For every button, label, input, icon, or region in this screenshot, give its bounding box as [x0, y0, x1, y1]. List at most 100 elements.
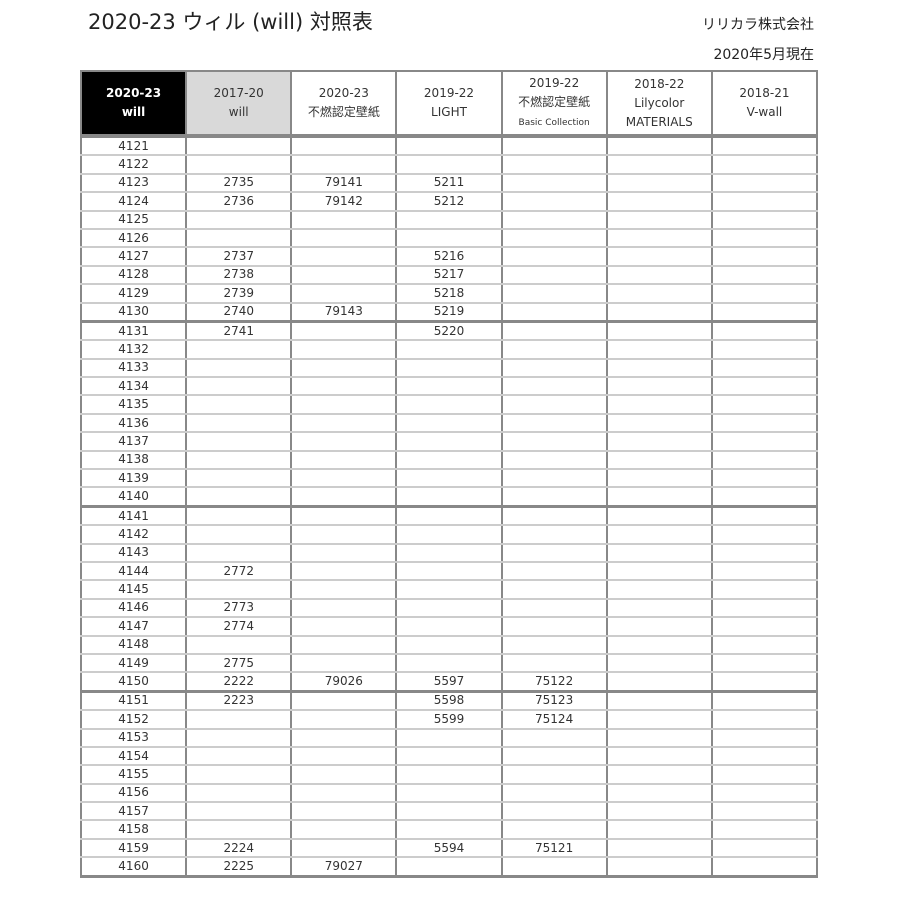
- table-cell: [395, 432, 503, 452]
- table-cell: 4156: [79, 783, 188, 804]
- table-cell: [500, 210, 608, 230]
- table-cell: [395, 155, 503, 175]
- table-row: 4144 2772: [79, 561, 819, 582]
- table-cell: 2739: [185, 284, 293, 304]
- table-cell: 4140: [79, 487, 188, 508]
- table-row: 4129 2739 5218: [79, 284, 819, 304]
- table-cell: [500, 561, 608, 582]
- table-cell: [710, 561, 819, 582]
- table-cell: [500, 487, 608, 508]
- table-cell: [710, 617, 819, 637]
- table-cell: [500, 783, 608, 804]
- table-row: 4160 2225 79027: [79, 857, 819, 878]
- table-cell: 2224: [185, 838, 293, 859]
- table-cell: [395, 635, 503, 655]
- table-cell: [605, 783, 713, 804]
- table-cell: [500, 525, 608, 545]
- table-cell: [185, 820, 293, 840]
- table-cell: [500, 228, 608, 249]
- table-cell: [710, 598, 819, 619]
- table-cell: 2740: [185, 302, 293, 323]
- table-cell: 4157: [79, 802, 188, 822]
- table-cell: [395, 413, 503, 434]
- table-cell: [290, 765, 398, 785]
- table-cell: [185, 746, 293, 767]
- table-row: 4140: [79, 487, 819, 508]
- table-row: 4121: [79, 133, 819, 157]
- table-cell: [185, 395, 293, 415]
- table-cell: [605, 247, 713, 267]
- table-cell: [395, 133, 503, 157]
- table-cell: [710, 450, 819, 471]
- header-line: LIGHT: [431, 105, 467, 119]
- table-row: 4122: [79, 155, 819, 175]
- table-cell: [710, 432, 819, 452]
- table-cell: [290, 133, 398, 157]
- table-cell: [185, 450, 293, 471]
- table-cell: [710, 173, 819, 194]
- table-cell: [500, 450, 608, 471]
- table-cell: 4145: [79, 580, 188, 600]
- company-name: リリカラ株式会社: [702, 17, 814, 33]
- table-cell: 2735: [185, 173, 293, 194]
- table-cell: [395, 598, 503, 619]
- table-cell: 4128: [79, 265, 188, 286]
- table-cell: [710, 765, 819, 785]
- table-cell: 4160: [79, 857, 188, 878]
- table-cell: 5594: [395, 838, 503, 859]
- table-cell: [185, 358, 293, 379]
- table-cell: [290, 710, 398, 730]
- table-cell: [710, 133, 819, 157]
- table-cell: [395, 857, 503, 878]
- table-cell: [710, 265, 819, 286]
- table-cell: 4146: [79, 598, 188, 619]
- table-cell: [185, 525, 293, 545]
- table-cell: 2223: [185, 691, 293, 712]
- table-row: 4151 2223 5598 75123: [79, 691, 819, 712]
- table-cell: 4147: [79, 617, 188, 637]
- table-cell: [710, 395, 819, 415]
- table-cell: 5597: [395, 672, 503, 693]
- table-cell: [605, 173, 713, 194]
- table-cell: [395, 802, 503, 822]
- table-cell: [395, 617, 503, 637]
- table-cell: [185, 710, 293, 730]
- table-cell: [710, 192, 819, 212]
- table-cell: 4136: [79, 413, 188, 434]
- table-cell: [710, 210, 819, 230]
- table-cell: [500, 432, 608, 452]
- table-cell: [290, 728, 398, 748]
- table-cell: [500, 802, 608, 822]
- table-cell: [290, 432, 398, 452]
- table-cell: [500, 765, 608, 785]
- table-cell: [710, 358, 819, 379]
- table-cell: [395, 377, 503, 397]
- table-row: 4152 5599 75124: [79, 710, 819, 730]
- table-cell: [395, 653, 503, 674]
- table-cell: [290, 820, 398, 840]
- table-cell: [500, 469, 608, 489]
- table-row: 4128 2738 5217: [79, 265, 819, 286]
- table-row: 4157: [79, 802, 819, 822]
- table-cell: [290, 653, 398, 674]
- cross-reference-table: 2020-23 will 2017-20 will 2020-23 不燃認定壁紙 2019-…: [79, 70, 819, 878]
- table-cell: 4159: [79, 838, 188, 859]
- table-cell: [395, 228, 503, 249]
- table-cell: [605, 580, 713, 600]
- table-cell: 4155: [79, 765, 188, 785]
- table-cell: [290, 783, 398, 804]
- table-cell: [605, 321, 713, 342]
- table-cell: [185, 469, 293, 489]
- table-row: 4143: [79, 543, 819, 564]
- table-cell: [605, 450, 713, 471]
- table-cell: [290, 450, 398, 471]
- table-cell: [290, 358, 398, 379]
- table-cell: [605, 672, 713, 693]
- table-cell: [185, 728, 293, 748]
- table-cell: [290, 543, 398, 564]
- table-cell: [710, 728, 819, 748]
- table-cell: 4121: [79, 133, 188, 157]
- table-cell: [605, 710, 713, 730]
- table-cell: [395, 728, 503, 748]
- table-cell: 75124: [500, 710, 608, 730]
